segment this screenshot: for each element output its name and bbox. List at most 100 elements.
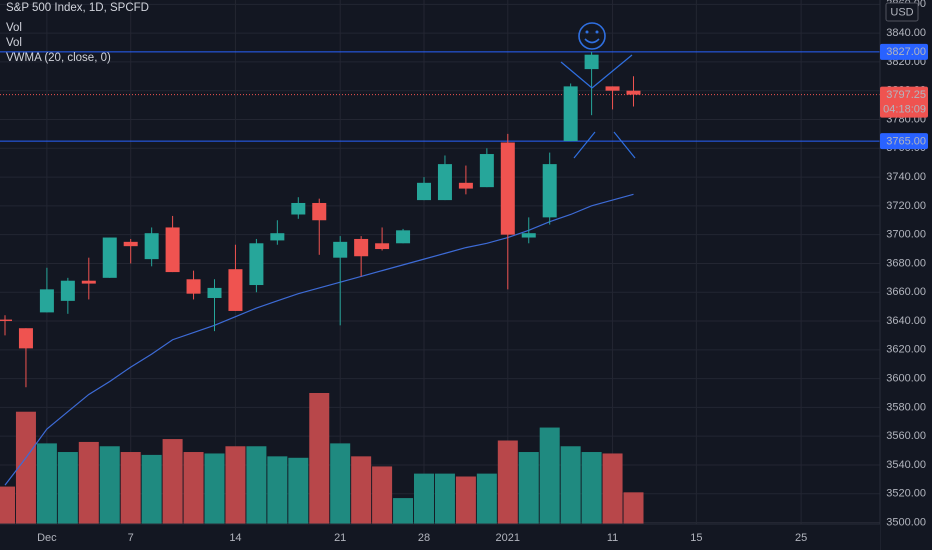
candle-body	[605, 86, 620, 91]
volume-bar	[539, 427, 560, 524]
volume-bar	[204, 453, 225, 524]
countdown-label: 04:18:09	[883, 104, 926, 116]
x-tick-label: 11	[607, 532, 618, 544]
annotation-line	[591, 54, 633, 89]
candle-body	[291, 202, 306, 215]
price-label-box	[880, 133, 928, 150]
y-tick-label: 3500.00	[886, 516, 926, 528]
legend-item: Vol	[6, 37, 22, 49]
volume-bar	[288, 457, 309, 524]
axis-labels: 3500.00 3520.00 3540.00 3560.00 3580.00 3600.…	[37, 0, 928, 544]
drawing-annotation	[560, 22, 636, 159]
candle-body	[123, 241, 138, 247]
y-tick-label: 3620.00	[886, 344, 926, 356]
annotation-line	[560, 61, 593, 89]
last-price-box	[880, 86, 928, 118]
legend-item: VWMA (20, close, 0)	[6, 52, 111, 64]
candle-body	[437, 164, 452, 201]
volume-bar	[141, 454, 162, 524]
price-lines	[0, 51, 880, 142]
candle-body	[249, 243, 264, 286]
volume-bar	[455, 476, 476, 524]
x-tick-label: 7	[128, 532, 134, 544]
currency-box[interactable]	[885, 2, 919, 22]
volume-bar	[393, 498, 414, 524]
candle-body	[0, 319, 12, 322]
x-tick-label: 2021	[496, 532, 520, 544]
y-tick-label: 3740.00	[886, 171, 926, 183]
candle-body	[479, 154, 494, 188]
volume-bar	[351, 456, 372, 524]
volume-bar	[497, 440, 518, 524]
y-tick-label: 3680.00	[886, 257, 926, 269]
x-tick-label: 21	[334, 532, 346, 544]
candle-body	[375, 243, 390, 250]
candle-body	[81, 280, 96, 284]
time-axis	[0, 524, 880, 550]
smiley-eye	[595, 30, 599, 34]
candle-layer	[0, 51, 641, 388]
smiley-face	[578, 22, 606, 50]
candle-body	[626, 90, 641, 95]
candle-body	[102, 237, 117, 278]
y-tick-label: 3660.00	[886, 286, 926, 298]
volume-bar	[78, 441, 99, 524]
candle-body	[354, 238, 369, 257]
smiley-mouth	[584, 38, 600, 44]
y-tick-label: 3700.00	[886, 229, 926, 241]
candle-body	[186, 279, 201, 294]
x-tick-label: 15	[690, 532, 702, 544]
price-label: 3765.00	[886, 135, 926, 147]
annotation-line	[613, 131, 636, 159]
volume-bar	[623, 492, 644, 524]
candle-body	[207, 287, 222, 298]
candle-body	[542, 164, 557, 218]
candle-body	[165, 227, 180, 273]
y-tick-label: 3600.00	[886, 373, 926, 385]
y-tick-label: 3520.00	[886, 488, 926, 500]
x-tick-label: 14	[229, 532, 241, 544]
price-label: 3827.00	[886, 46, 926, 58]
y-tick-label: 3640.00	[886, 315, 926, 327]
volume-bar	[246, 446, 267, 524]
volume-bar	[57, 452, 78, 524]
last-price-label: 3797.25	[886, 89, 926, 101]
candle-body	[584, 54, 599, 70]
volume-bar	[476, 473, 497, 524]
volume-bar	[434, 473, 455, 524]
x-tick-label: 25	[795, 532, 807, 544]
volume-bar	[267, 456, 288, 524]
candle-body	[500, 142, 515, 235]
y-tick-label: 3540.00	[886, 459, 926, 471]
y-tick-label: 3560.00	[886, 430, 926, 442]
candle-body	[333, 241, 348, 258]
candle-body	[228, 269, 243, 311]
volume-bar	[309, 393, 330, 524]
volume-bar	[330, 443, 351, 524]
candle-body	[270, 233, 285, 241]
currency[interactable]: USD	[890, 6, 913, 18]
candle-body	[563, 86, 578, 142]
candle-body	[458, 182, 473, 189]
volume-bar	[0, 486, 15, 524]
volume-bar	[518, 452, 539, 524]
price-label-box	[880, 43, 928, 60]
volume-bar	[414, 473, 434, 524]
volume-bar	[99, 446, 120, 524]
volume-bar	[602, 453, 623, 524]
volume-bar	[183, 452, 204, 524]
legend-item: Vol	[6, 22, 22, 34]
candle-body	[396, 230, 411, 244]
y-tick-label: 3720.00	[886, 200, 926, 212]
volume-bar	[581, 452, 602, 524]
candle-body	[417, 182, 431, 201]
chart-title: S&P 500 Index, 1D, SPCFD	[6, 2, 149, 14]
volume-bar	[36, 443, 57, 524]
volume-bar	[225, 446, 246, 524]
candle-body	[312, 202, 327, 221]
candle-body	[18, 328, 33, 349]
candle-body	[144, 233, 159, 260]
smiley-eye	[585, 30, 589, 34]
